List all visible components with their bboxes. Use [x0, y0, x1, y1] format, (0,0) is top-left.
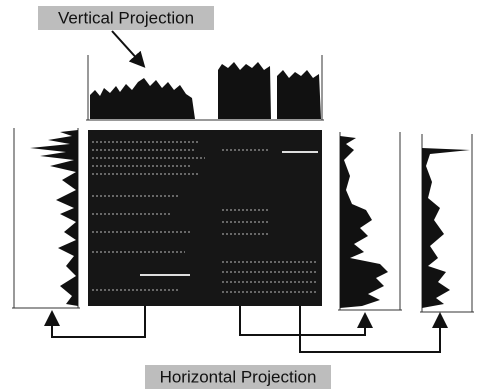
connector [52, 306, 145, 337]
left-profile [12, 128, 80, 308]
connector [300, 306, 440, 352]
vertical-profile [86, 55, 324, 120]
diagram: Vertical Projection [0, 0, 485, 392]
label-arrow [112, 31, 140, 62]
right-profile-1 [338, 132, 402, 310]
document-image [88, 130, 322, 306]
right-profile-2 [420, 134, 474, 312]
vertical-projection-label: Vertical Projection [58, 8, 194, 27]
horizontal-projection-label: Horizontal Projection [160, 367, 317, 386]
